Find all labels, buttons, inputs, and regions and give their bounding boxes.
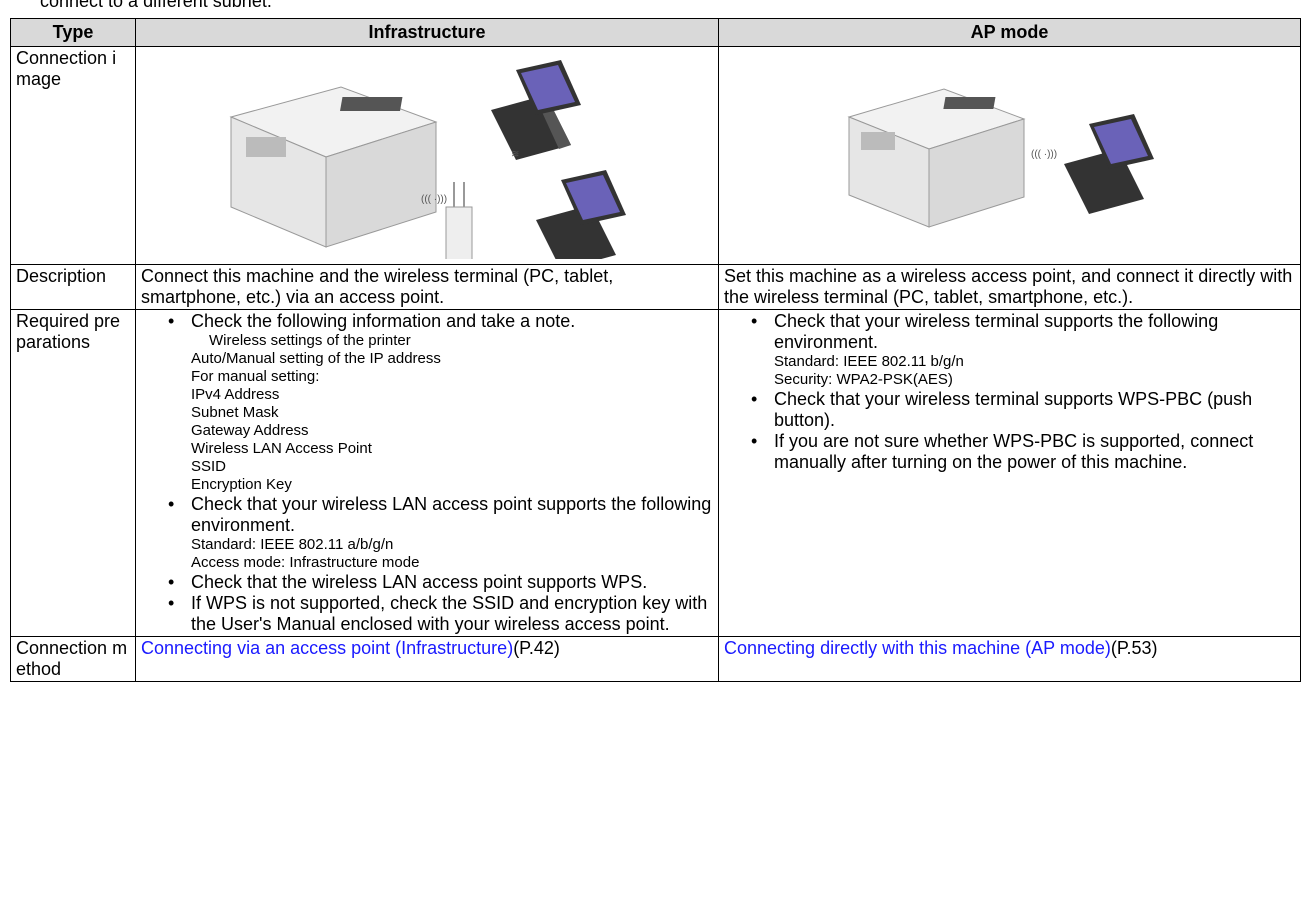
bullet-list: Check that your wireless terminal suppor… [724, 311, 1295, 473]
svg-text:((( ·))): ((( ·))) [1031, 149, 1057, 160]
detail-line: Security: WPA2-PSK(AES) [774, 371, 953, 388]
intro-text: connect to a different subnet. [40, 0, 272, 11]
description-cell: Connect this machine and the wireless te… [135, 264, 719, 310]
ap-mode-illustration: ((( ·))) [847, 88, 1154, 228]
detail-line: For manual setting: [191, 368, 320, 385]
bullet-item: Check that the wireless LAN access point… [141, 572, 713, 593]
svg-text:((( ·))): ((( ·))) [421, 194, 447, 205]
detail-line: Gateway Address [191, 422, 309, 439]
infrastructure-illustration: ((( ·))) ≋ [229, 60, 626, 270]
bullet-item: If you are not sure whether WPS-PBC is s… [724, 431, 1295, 473]
type-cell: Connection method [10, 636, 136, 682]
bullet-list: Check the following information and take… [141, 311, 713, 635]
bullet-item: If WPS is not supported, check the SSID … [141, 593, 713, 635]
bullet-item: Check that your wireless terminal suppor… [724, 311, 1295, 389]
header-cell: AP mode [718, 18, 1301, 47]
detail-line: Subnet Mask [191, 404, 279, 421]
detail-line: Standard: IEEE 802.11 b/g/n [774, 353, 964, 370]
bullet-item: Check that your wireless LAN access poin… [141, 494, 713, 572]
type-cell: Description [10, 264, 136, 310]
type-cell: Required preparations [10, 309, 136, 637]
row: Connection method Connecting via an acce… [10, 636, 1301, 682]
page-ref: (P.42) [513, 638, 560, 658]
method-cell: Connecting directly with this machine (A… [718, 636, 1301, 682]
bullet-text: If you are not sure whether WPS-PBC is s… [774, 431, 1254, 472]
bullet-item: Check the following information and take… [141, 311, 713, 494]
link[interactable]: Connecting via an access point (Infrastr… [141, 638, 514, 658]
header-cell: Type [10, 18, 136, 47]
svg-text:≋: ≋ [511, 149, 519, 160]
detail-line: Access mode: Infrastructure mode [191, 554, 420, 571]
preparation-cell: Check that your wireless terminal suppor… [718, 309, 1301, 637]
row: Description Connect this machine and the… [10, 264, 1301, 310]
image-cell: ((( ·))) [718, 46, 1301, 265]
preparation-cell: Check the following information and take… [135, 309, 719, 637]
header-cell: Infrastructure [135, 18, 719, 47]
bullet-item: Check that your wireless terminal suppor… [724, 389, 1295, 431]
page-ref: (P.53) [1110, 638, 1158, 658]
method-cell: Connecting via an access point (Infrastr… [135, 636, 719, 682]
detail-line: IPv4 Address [191, 386, 280, 403]
detail-line: SSID [191, 458, 227, 475]
description-cell: Set this machine as a wireless access po… [718, 264, 1301, 310]
bullet-text: If WPS is not supported, check the SSID … [191, 593, 708, 634]
type-cell: Connection image [10, 46, 136, 265]
detail-line: Wireless settings of the printer [209, 332, 411, 349]
detail-line: Wireless LAN Access Point [191, 440, 372, 457]
comparison-table: Type Infrastructure AP mode Connection i… [10, 18, 1301, 682]
detail-line: Auto/Manual setting of the IP address [191, 350, 441, 367]
bullet-text: Check that your wireless LAN access poin… [191, 494, 712, 535]
bullet-text: Check that the wireless LAN access point… [191, 572, 648, 592]
bullet-text: Check that your wireless terminal suppor… [774, 389, 1253, 430]
detail-line: Encryption Key [191, 476, 292, 493]
bullet-text: Check that your wireless terminal suppor… [774, 311, 1219, 352]
row: Required preparations Check the followin… [10, 309, 1301, 637]
row: Connection image [10, 46, 1301, 270]
image-cell: ((( ·))) ≋ [135, 46, 719, 270]
link[interactable]: Connecting directly with this machine (A… [724, 638, 1111, 658]
detail-line: Standard: IEEE 802.11 a/b/g/n [191, 536, 394, 553]
bullet-text: Check the following information and take… [191, 311, 576, 331]
header-row: Type Infrastructure AP mode [10, 18, 1301, 47]
